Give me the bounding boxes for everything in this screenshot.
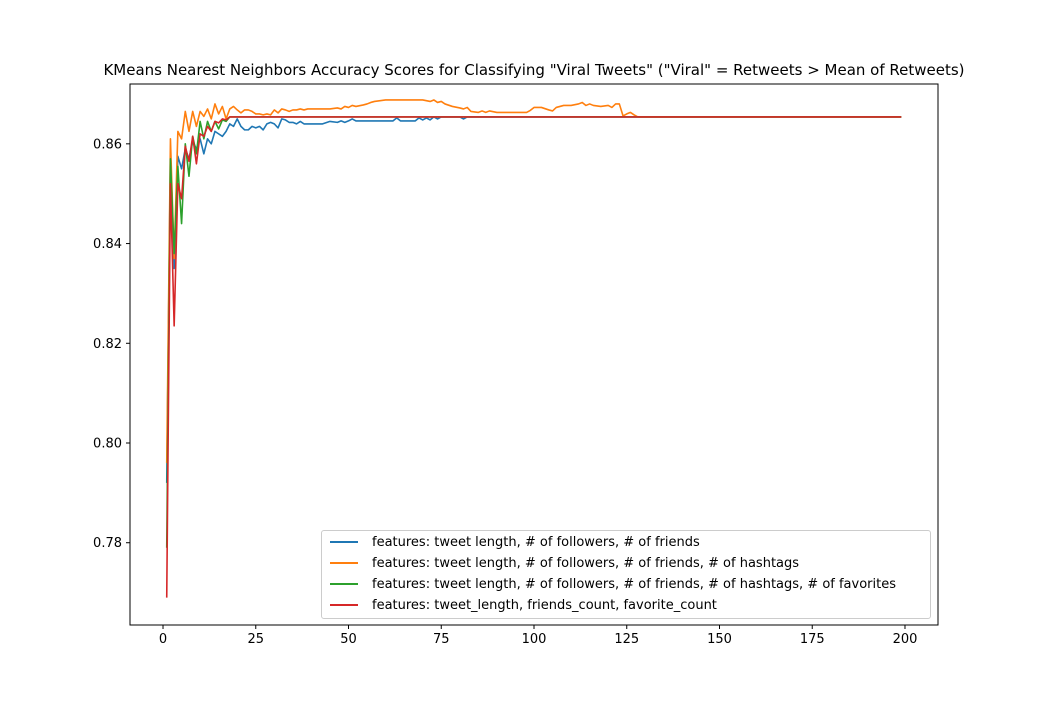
legend-swatch xyxy=(330,583,358,585)
series-line-2 xyxy=(165,116,902,548)
series-line-0 xyxy=(165,116,902,483)
y-tick-label: 0.82 xyxy=(93,337,122,352)
x-tick-label: 200 xyxy=(893,632,918,647)
y-tick-label: 0.84 xyxy=(93,237,122,252)
x-tick-label: 150 xyxy=(707,632,732,647)
series-line-1 xyxy=(165,99,902,463)
legend-label: features: tweet_length, friends_count, f… xyxy=(372,597,717,613)
legend-entry: features: tweet length, # of followers, … xyxy=(330,574,896,594)
legend-entry: features: tweet_length, friends_count, f… xyxy=(330,595,717,615)
x-tick-label: 100 xyxy=(522,632,547,647)
legend-entry: features: tweet length, # of followers, … xyxy=(330,532,700,552)
x-tick-label: 75 xyxy=(433,632,450,647)
x-tick-label: 50 xyxy=(340,632,357,647)
series-line-3 xyxy=(165,116,902,598)
legend-label: features: tweet length, # of followers, … xyxy=(372,555,800,571)
legend-swatch xyxy=(330,604,358,606)
y-tick-label: 0.78 xyxy=(93,536,122,551)
x-tick-label: 175 xyxy=(800,632,825,647)
y-tick-label: 0.86 xyxy=(93,137,122,152)
chart-title: KMeans Nearest Neighbors Accuracy Scores… xyxy=(103,61,965,79)
legend-swatch xyxy=(330,562,358,564)
legend-entry: features: tweet length, # of followers, … xyxy=(330,553,799,573)
x-tick-label: 125 xyxy=(614,632,639,647)
y-tick-label: 0.80 xyxy=(93,437,122,452)
legend-swatch xyxy=(330,541,358,543)
x-tick-label: 25 xyxy=(247,632,264,647)
legend-label: features: tweet length, # of followers, … xyxy=(372,534,700,550)
legend-label: features: tweet length, # of followers, … xyxy=(372,576,896,592)
x-tick-label: 0 xyxy=(159,632,167,647)
legend: features: tweet length, # of followers, … xyxy=(321,530,931,619)
